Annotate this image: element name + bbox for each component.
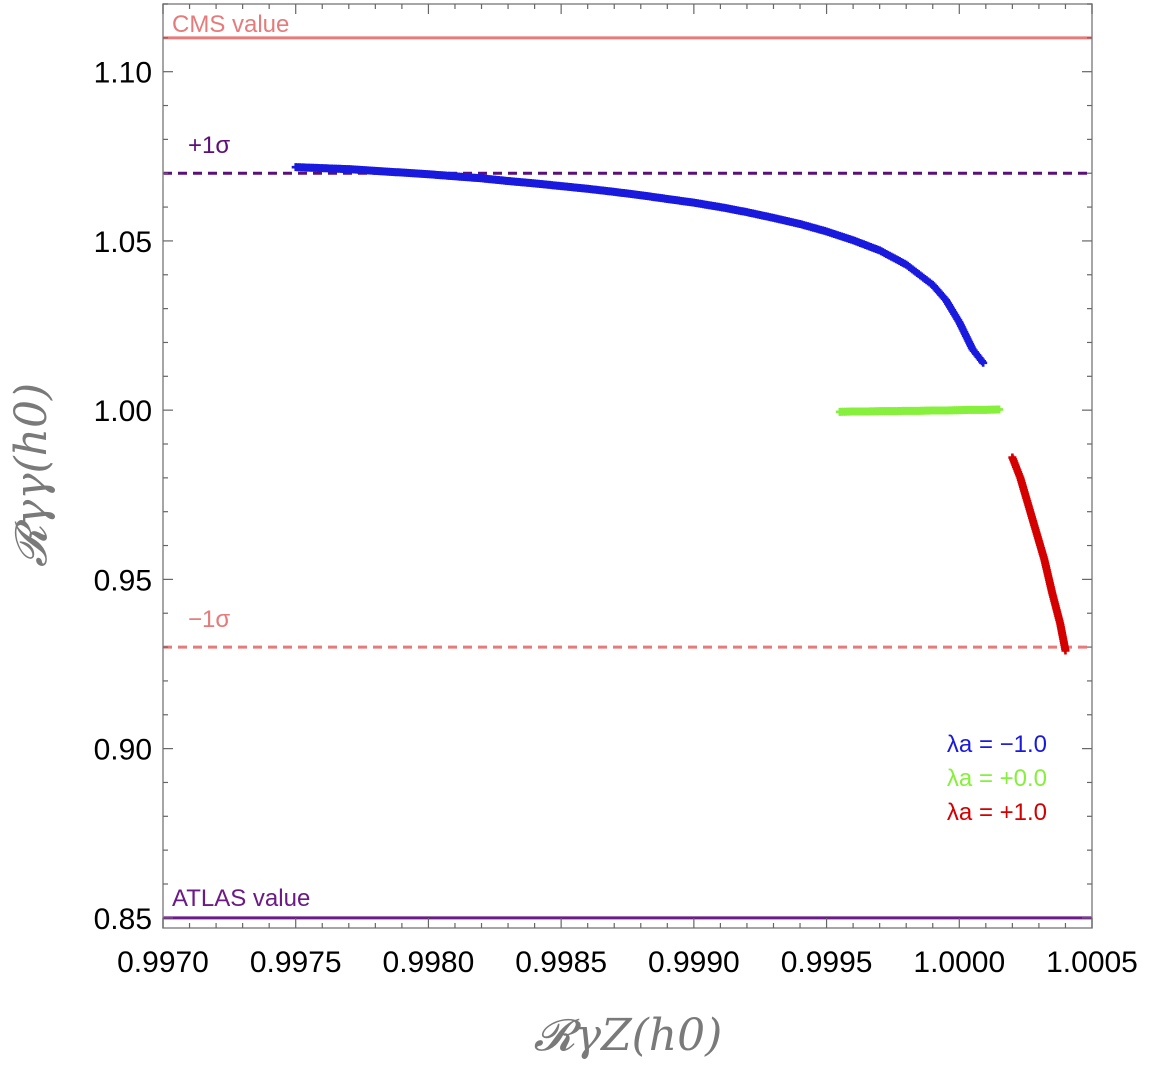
x-tick-label: 1.0005: [1046, 946, 1138, 979]
series-0: [291, 163, 988, 367]
x-tick-label: 0.9970: [117, 946, 209, 979]
x-tick-label: 0.9990: [648, 946, 740, 979]
series-2: [1008, 453, 1070, 655]
x-tick-label: 0.9985: [515, 946, 607, 979]
y-tick-label: 1.10: [94, 57, 152, 90]
reference-line-label: CMS value: [172, 11, 289, 38]
data-point: [995, 405, 1004, 414]
x-tick-label: 1.0000: [913, 946, 1005, 979]
data-point: [1061, 646, 1070, 655]
reference-line-label: ATLAS value: [172, 885, 310, 912]
reference-line-label: −1σ: [188, 606, 230, 633]
reference-lines: CMS value +1σ −1σ ATLAS value: [163, 11, 1092, 920]
reference-line-label: +1σ: [188, 132, 230, 159]
legend-entry: λa = +1.0: [947, 799, 1047, 826]
series-layer: [291, 163, 1070, 655]
data-point: [979, 358, 988, 367]
x-tick-label: 0.9995: [781, 946, 873, 979]
legend-entry: λa = +0.0: [947, 765, 1047, 792]
y-tick-label: 0.95: [94, 564, 152, 597]
y-axis-title: 𝓡γγ(h0): [6, 383, 57, 567]
legend: λa = −1.0 λa = +0.0 λa = +1.0: [947, 731, 1047, 826]
x-tick-label: 0.9980: [383, 946, 475, 979]
y-tick-label: 1.05: [94, 226, 152, 259]
x-tick-label: 0.9975: [250, 946, 342, 979]
series-1: [835, 405, 1004, 416]
y-tick-label: 0.85: [94, 903, 152, 936]
y-tick-label: 1.00: [94, 395, 152, 428]
y-tick-label: 0.90: [94, 734, 152, 767]
axis-ticks: 0.9970 0.9975 0.9980 0.9985 0.9990 0.9995 1.00…: [94, 3, 1138, 979]
x-axis-title: 𝓡γZ(h0): [534, 1010, 723, 1061]
plot-frame: [162, 3, 1093, 929]
legend-entry: λa = −1.0: [947, 731, 1047, 758]
